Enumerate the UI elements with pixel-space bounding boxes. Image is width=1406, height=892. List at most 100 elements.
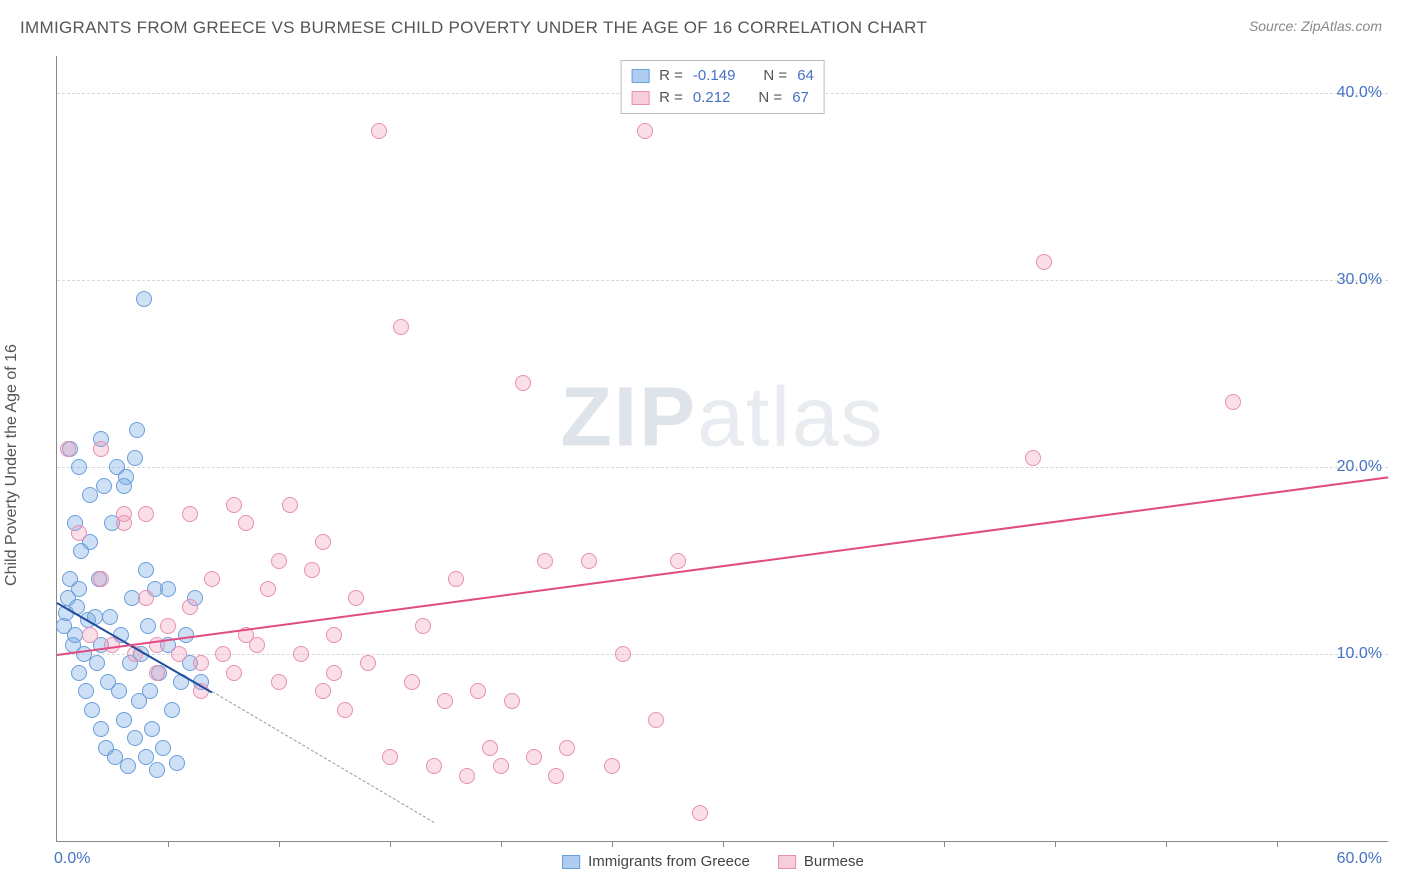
data-point: [326, 665, 342, 681]
data-point: [304, 562, 320, 578]
swatch-burmese: [631, 91, 649, 105]
legend-row-greece: R = -0.149 N = 64: [631, 65, 814, 87]
data-point: [127, 730, 143, 746]
r-label: R =: [659, 87, 683, 109]
data-point: [404, 674, 420, 690]
x-tick: [1166, 841, 1167, 847]
gridline: [57, 654, 1388, 655]
legend-item-burmese: Burmese: [778, 853, 864, 870]
data-point: [149, 665, 165, 681]
data-point: [193, 655, 209, 671]
data-point: [149, 762, 165, 778]
x-tick: [1055, 841, 1056, 847]
data-point: [493, 758, 509, 774]
data-point: [171, 646, 187, 662]
data-point: [102, 609, 118, 625]
r-value-greece: -0.149: [693, 65, 736, 87]
x-tick: [501, 841, 502, 847]
data-point: [138, 590, 154, 606]
data-point: [315, 534, 331, 550]
data-point: [415, 618, 431, 634]
y-tick-label: 20.0%: [1337, 458, 1382, 476]
trend-line: [57, 477, 1388, 657]
x-tick: [612, 841, 613, 847]
chart-container: Child Poverty Under the Age of 16 ZIPatl…: [38, 56, 1388, 874]
data-point: [604, 758, 620, 774]
data-point: [515, 375, 531, 391]
data-point: [60, 441, 76, 457]
data-point: [182, 599, 198, 615]
data-point: [71, 525, 87, 541]
r-value-burmese: 0.212: [693, 87, 731, 109]
data-point: [111, 683, 127, 699]
data-point: [215, 646, 231, 662]
legend-label-greece: Immigrants from Greece: [588, 853, 750, 870]
data-point: [1225, 394, 1241, 410]
data-point: [160, 618, 176, 634]
data-point: [93, 441, 109, 457]
data-point: [96, 478, 112, 494]
data-point: [238, 515, 254, 531]
legend-label-burmese: Burmese: [804, 853, 864, 870]
data-point: [470, 683, 486, 699]
data-point: [337, 702, 353, 718]
data-point: [204, 571, 220, 587]
data-point: [164, 702, 180, 718]
legend-item-greece: Immigrants from Greece: [562, 853, 750, 870]
trend-extension: [212, 692, 434, 824]
page-title: IMMIGRANTS FROM GREECE VS BURMESE CHILD …: [20, 18, 927, 38]
x-tick: [944, 841, 945, 847]
data-point: [249, 637, 265, 653]
x-tick: [168, 841, 169, 847]
data-point: [271, 674, 287, 690]
x-tick: [390, 841, 391, 847]
data-point: [144, 721, 160, 737]
data-point: [84, 702, 100, 718]
data-point: [260, 581, 276, 597]
swatch-burmese-icon: [778, 855, 796, 869]
swatch-greece-icon: [562, 855, 580, 869]
data-point: [120, 758, 136, 774]
data-point: [82, 627, 98, 643]
data-point: [615, 646, 631, 662]
data-point: [169, 755, 185, 771]
data-point: [426, 758, 442, 774]
data-point: [382, 749, 398, 765]
x-tick: [279, 841, 280, 847]
data-point: [326, 627, 342, 643]
correlation-legend: R = -0.149 N = 64 R = 0.212 N = 67: [620, 60, 825, 114]
data-point: [670, 553, 686, 569]
data-point: [116, 478, 132, 494]
data-point: [637, 123, 653, 139]
data-point: [393, 319, 409, 335]
data-point: [537, 553, 553, 569]
data-point: [160, 581, 176, 597]
x-axis-max-label: 60.0%: [1337, 850, 1382, 868]
n-label: N =: [758, 87, 782, 109]
data-point: [155, 740, 171, 756]
n-value-burmese: 67: [792, 87, 809, 109]
data-point: [136, 291, 152, 307]
gridline: [57, 280, 1388, 281]
data-point: [142, 683, 158, 699]
data-point: [116, 712, 132, 728]
data-point: [692, 805, 708, 821]
data-point: [71, 665, 87, 681]
data-point: [138, 506, 154, 522]
data-point: [360, 655, 376, 671]
data-point: [93, 721, 109, 737]
data-point: [448, 571, 464, 587]
data-point: [71, 459, 87, 475]
data-point: [437, 693, 453, 709]
x-tick: [723, 841, 724, 847]
data-point: [581, 553, 597, 569]
y-tick-label: 30.0%: [1337, 271, 1382, 289]
data-point: [182, 506, 198, 522]
watermark: ZIPatlas: [560, 369, 884, 466]
data-point: [1036, 254, 1052, 270]
y-tick-label: 40.0%: [1337, 84, 1382, 102]
scatter-plot: ZIPatlas R = -0.149 N = 64 R = 0.212 N =…: [56, 56, 1388, 842]
data-point: [315, 683, 331, 699]
data-point: [129, 422, 145, 438]
data-point: [116, 515, 132, 531]
